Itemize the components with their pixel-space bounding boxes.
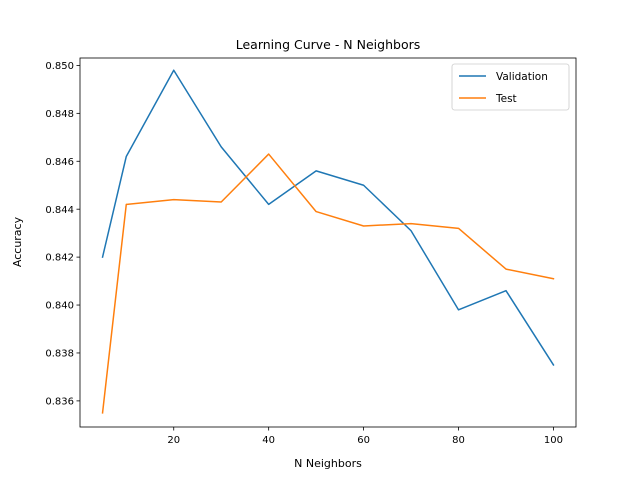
y-tick-label: 0.848 bbox=[45, 109, 74, 120]
x-axis-label: N Neighbors bbox=[294, 457, 362, 470]
x-axis: 20 40 60 80 100 bbox=[167, 427, 563, 446]
legend-label-validation: Validation bbox=[496, 71, 548, 83]
x-tick-label: 40 bbox=[262, 435, 275, 446]
y-tick-label: 0.850 bbox=[45, 61, 74, 72]
legend-label-test: Test bbox=[495, 93, 517, 105]
plot-frame bbox=[79, 57, 577, 428]
y-tick-label: 0.844 bbox=[45, 205, 74, 216]
legend: Validation Test bbox=[451, 63, 570, 111]
series-line-test bbox=[101, 153, 555, 414]
x-tick-label: 60 bbox=[357, 435, 370, 446]
y-axis: 0.836 0.838 0.840 0.842 0.844 0.846 0.848 0.850 bbox=[45, 61, 80, 407]
plot-area bbox=[101, 69, 555, 414]
y-tick-label: 0.838 bbox=[45, 349, 74, 360]
x-tick-label: 100 bbox=[544, 435, 563, 446]
y-tick-label: 0.846 bbox=[45, 157, 74, 168]
x-tick-label: 80 bbox=[452, 435, 465, 446]
y-tick-label: 0.836 bbox=[45, 396, 74, 407]
chart-title: Learning Curve - N Neighbors bbox=[236, 37, 421, 52]
y-tick-label: 0.840 bbox=[45, 301, 74, 312]
x-tick-label: 20 bbox=[167, 435, 180, 446]
y-axis-label: Accuracy bbox=[11, 216, 24, 267]
y-tick-label: 0.842 bbox=[45, 253, 74, 264]
series-line-validation bbox=[101, 69, 555, 366]
